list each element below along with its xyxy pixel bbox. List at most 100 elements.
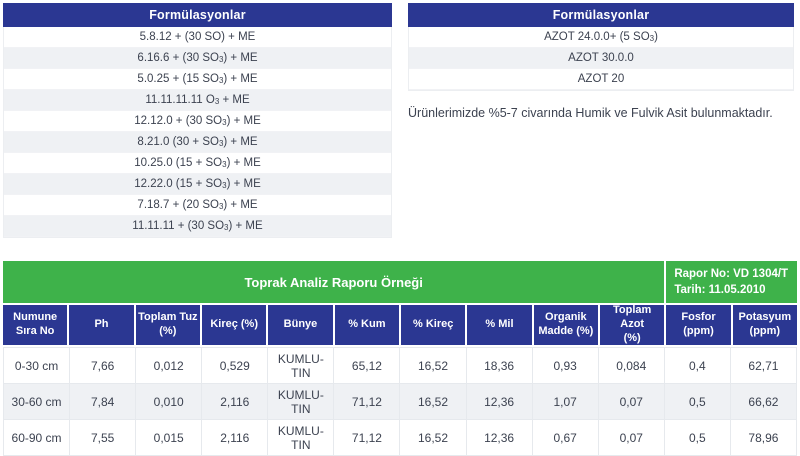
data-cell: KUMLU-TIN [267, 383, 335, 420]
formulations-list: AZOT 24.0.0+ (5 SO 3) AZOT 30.0.0 AZOT 20 [408, 27, 794, 91]
formulation-text: 5.8.12 + (30 SO) + ME [139, 31, 256, 43]
formulations-list: 5.8.12 + (30 SO) + ME 6.16.6 + (30 SO 3) … [3, 27, 392, 238]
formulation-text: 6.16.6 + (30 SO [137, 52, 219, 64]
data-cell: 78,96 [729, 419, 798, 456]
table-title: Formülasyonlar [408, 3, 794, 27]
formulation-row: AZOT 24.0.0+ (5 SO 3) [409, 27, 793, 48]
formulation-text: 11.11.11.11 O [145, 94, 215, 106]
formulation-row: 8.21.0 (30 + SO 3) + ME [4, 132, 391, 153]
column-header-toplam-azot: Toplam Azot (%) [600, 304, 665, 345]
formulation-row: AZOT 30.0.0 [409, 48, 793, 69]
formulation-row: AZOT 20 [409, 69, 793, 90]
data-cell: 66,62 [729, 383, 798, 420]
formulation-text: AZOT 24.0.0+ (5 SO [544, 31, 650, 43]
data-cell: 0,93 [531, 347, 599, 384]
column-header-kum: % Kum [334, 305, 399, 345]
formulation-text: 5.0.25 + (15 SO [137, 73, 219, 85]
data-cell: 0,012 [135, 347, 203, 384]
formulation-row: 6.16.6 + (30 SO 3) + ME [4, 48, 391, 69]
data-cell: 16,52 [399, 347, 467, 384]
formulation-row: 10.25.0 (15 + SO 3) + ME [4, 153, 391, 174]
data-cell: 0,4 [663, 347, 731, 384]
report-meta: Rapor No: VD 1304/T Tarih: 11.05.2010 [666, 261, 797, 303]
data-cell: 2,116 [201, 383, 269, 420]
formulation-text: ) + ME [223, 73, 258, 85]
data-cell: 1,07 [531, 383, 599, 420]
formulation-text: 8.21.0 (30 + SO [137, 136, 219, 148]
column-header-organik-madde: Organik Madde (%) [533, 305, 598, 345]
table-title: Formülasyonlar [3, 3, 392, 27]
column-header-mil: % Mil [467, 305, 532, 345]
report-no: Rapor No: VD 1304/T [674, 267, 789, 280]
formulation-text: ) + ME [226, 115, 261, 127]
report-title: Toprak Analiz Raporu Örneği [3, 261, 665, 303]
formulation-row: 5.8.12 + (30 SO) + ME [4, 27, 391, 48]
column-header-kirec-pct: % Kireç [401, 305, 466, 345]
column-header-numune-sira-no: Numune Sıra No [3, 305, 68, 345]
column-header-toplam-tuz: Toplam Tuz (%) [135, 305, 200, 345]
formulation-row: 12.12.0 + (30 SO 3) + ME [4, 111, 391, 132]
data-cell: KUMLU-TIN [267, 419, 335, 456]
data-cell: 12,36 [465, 419, 533, 456]
data-cell: 12,36 [465, 383, 533, 420]
data-cell: 0,084 [597, 347, 665, 384]
data-cell: 0,010 [135, 383, 203, 420]
data-cell: 60-90 cm [2, 419, 71, 456]
formulation-text: 12.22.0 (15 + SO [134, 178, 223, 190]
formulation-text: ) + ME [223, 199, 258, 211]
table-row: 60-90 cm 7,55 0,015 2,116 KUMLU-TIN 71,1… [2, 419, 798, 456]
data-cell: 7,66 [69, 347, 137, 384]
formulation-text: ) + ME [223, 136, 258, 148]
humic-fulvic-note: Ürünlerimizde %5-7 civarında Humik ve Fu… [408, 106, 773, 120]
data-cell: 0,5 [663, 383, 731, 420]
data-cell: 2,116 [201, 419, 269, 456]
data-cell: 7,84 [69, 383, 137, 420]
column-header-bunye: Bünye [268, 305, 333, 345]
formulations-table-right: Formülasyonlar AZOT 24.0.0+ (5 SO 3) AZOT… [408, 3, 794, 91]
table-row: 30-60 cm 7,84 0,010 2,116 KUMLU-TIN 71,1… [2, 383, 798, 420]
data-cell: 0,529 [201, 347, 269, 384]
report-data-table: 0-30 cm 7,66 0,012 0,529 KUMLU-TIN 65,12… [2, 347, 798, 456]
formulation-row: 11.11.11 + (30 SO 3) + ME [4, 216, 391, 237]
data-cell: 0,5 [663, 419, 731, 456]
data-cell: 65,12 [333, 347, 401, 384]
formulation-text: ) + ME [223, 52, 258, 64]
data-cell: 18,36 [465, 347, 533, 384]
data-cell: 62,71 [729, 347, 798, 384]
data-cell: 16,52 [399, 383, 467, 420]
formulation-text: ) + ME [226, 178, 261, 190]
data-cell: 71,12 [333, 383, 401, 420]
formulation-text: ) + ME [228, 220, 263, 232]
formulation-text: + ME [219, 94, 250, 106]
data-cell: 71,12 [333, 419, 401, 456]
data-cell: 7,55 [69, 419, 137, 456]
formulation-row: 12.22.0 (15 + SO 3) + ME [4, 174, 391, 195]
column-header-row: Numune Sıra No Ph Toplam Tuz (%) Kireç (… [3, 304, 797, 345]
data-cell: 0,015 [135, 419, 203, 456]
data-cell: 0-30 cm [2, 347, 71, 384]
data-cell: KUMLU-TIN [267, 347, 335, 384]
formulation-text: 10.25.0 (15 + SO [134, 157, 223, 169]
formulation-text: ) + ME [226, 157, 261, 169]
formulation-text: 7.18.7 + (20 SO [137, 199, 219, 211]
data-cell: 30-60 cm [2, 383, 71, 420]
data-cell: 0,67 [531, 419, 599, 456]
column-header-fosfor: Fosfor (ppm) [666, 305, 731, 345]
data-cell: 0,07 [597, 383, 665, 420]
formulations-table-left: Formülasyonlar 5.8.12 + (30 SO) + ME 6.1… [3, 3, 392, 238]
table-row: 0-30 cm 7,66 0,012 0,529 KUMLU-TIN 65,12… [2, 347, 798, 384]
formulation-text: AZOT 30.0.0 [568, 52, 634, 64]
formulation-text: 12.12.0 + (30 SO [134, 115, 223, 127]
soil-analysis-report-table: Toprak Analiz Raporu Örneği Rapor No: VD… [2, 261, 798, 456]
column-header-potasyum: Potasyum (ppm) [732, 305, 797, 345]
formulation-row: 5.0.25 + (15 SO 3) + ME [4, 69, 391, 90]
formulation-text: ) [654, 31, 658, 43]
column-header-kirec: Kireç (%) [202, 305, 267, 345]
formulation-text: 11.11.11 + (30 SO [132, 220, 225, 232]
data-cell: 0,07 [597, 419, 665, 456]
report-header: Toprak Analiz Raporu Örneği Rapor No: VD… [3, 261, 797, 303]
data-cell: 16,52 [399, 419, 467, 456]
report-date: Tarih: 11.05.2010 [674, 284, 766, 296]
formulation-row: 7.18.7 + (20 SO 3) + ME [4, 195, 391, 216]
